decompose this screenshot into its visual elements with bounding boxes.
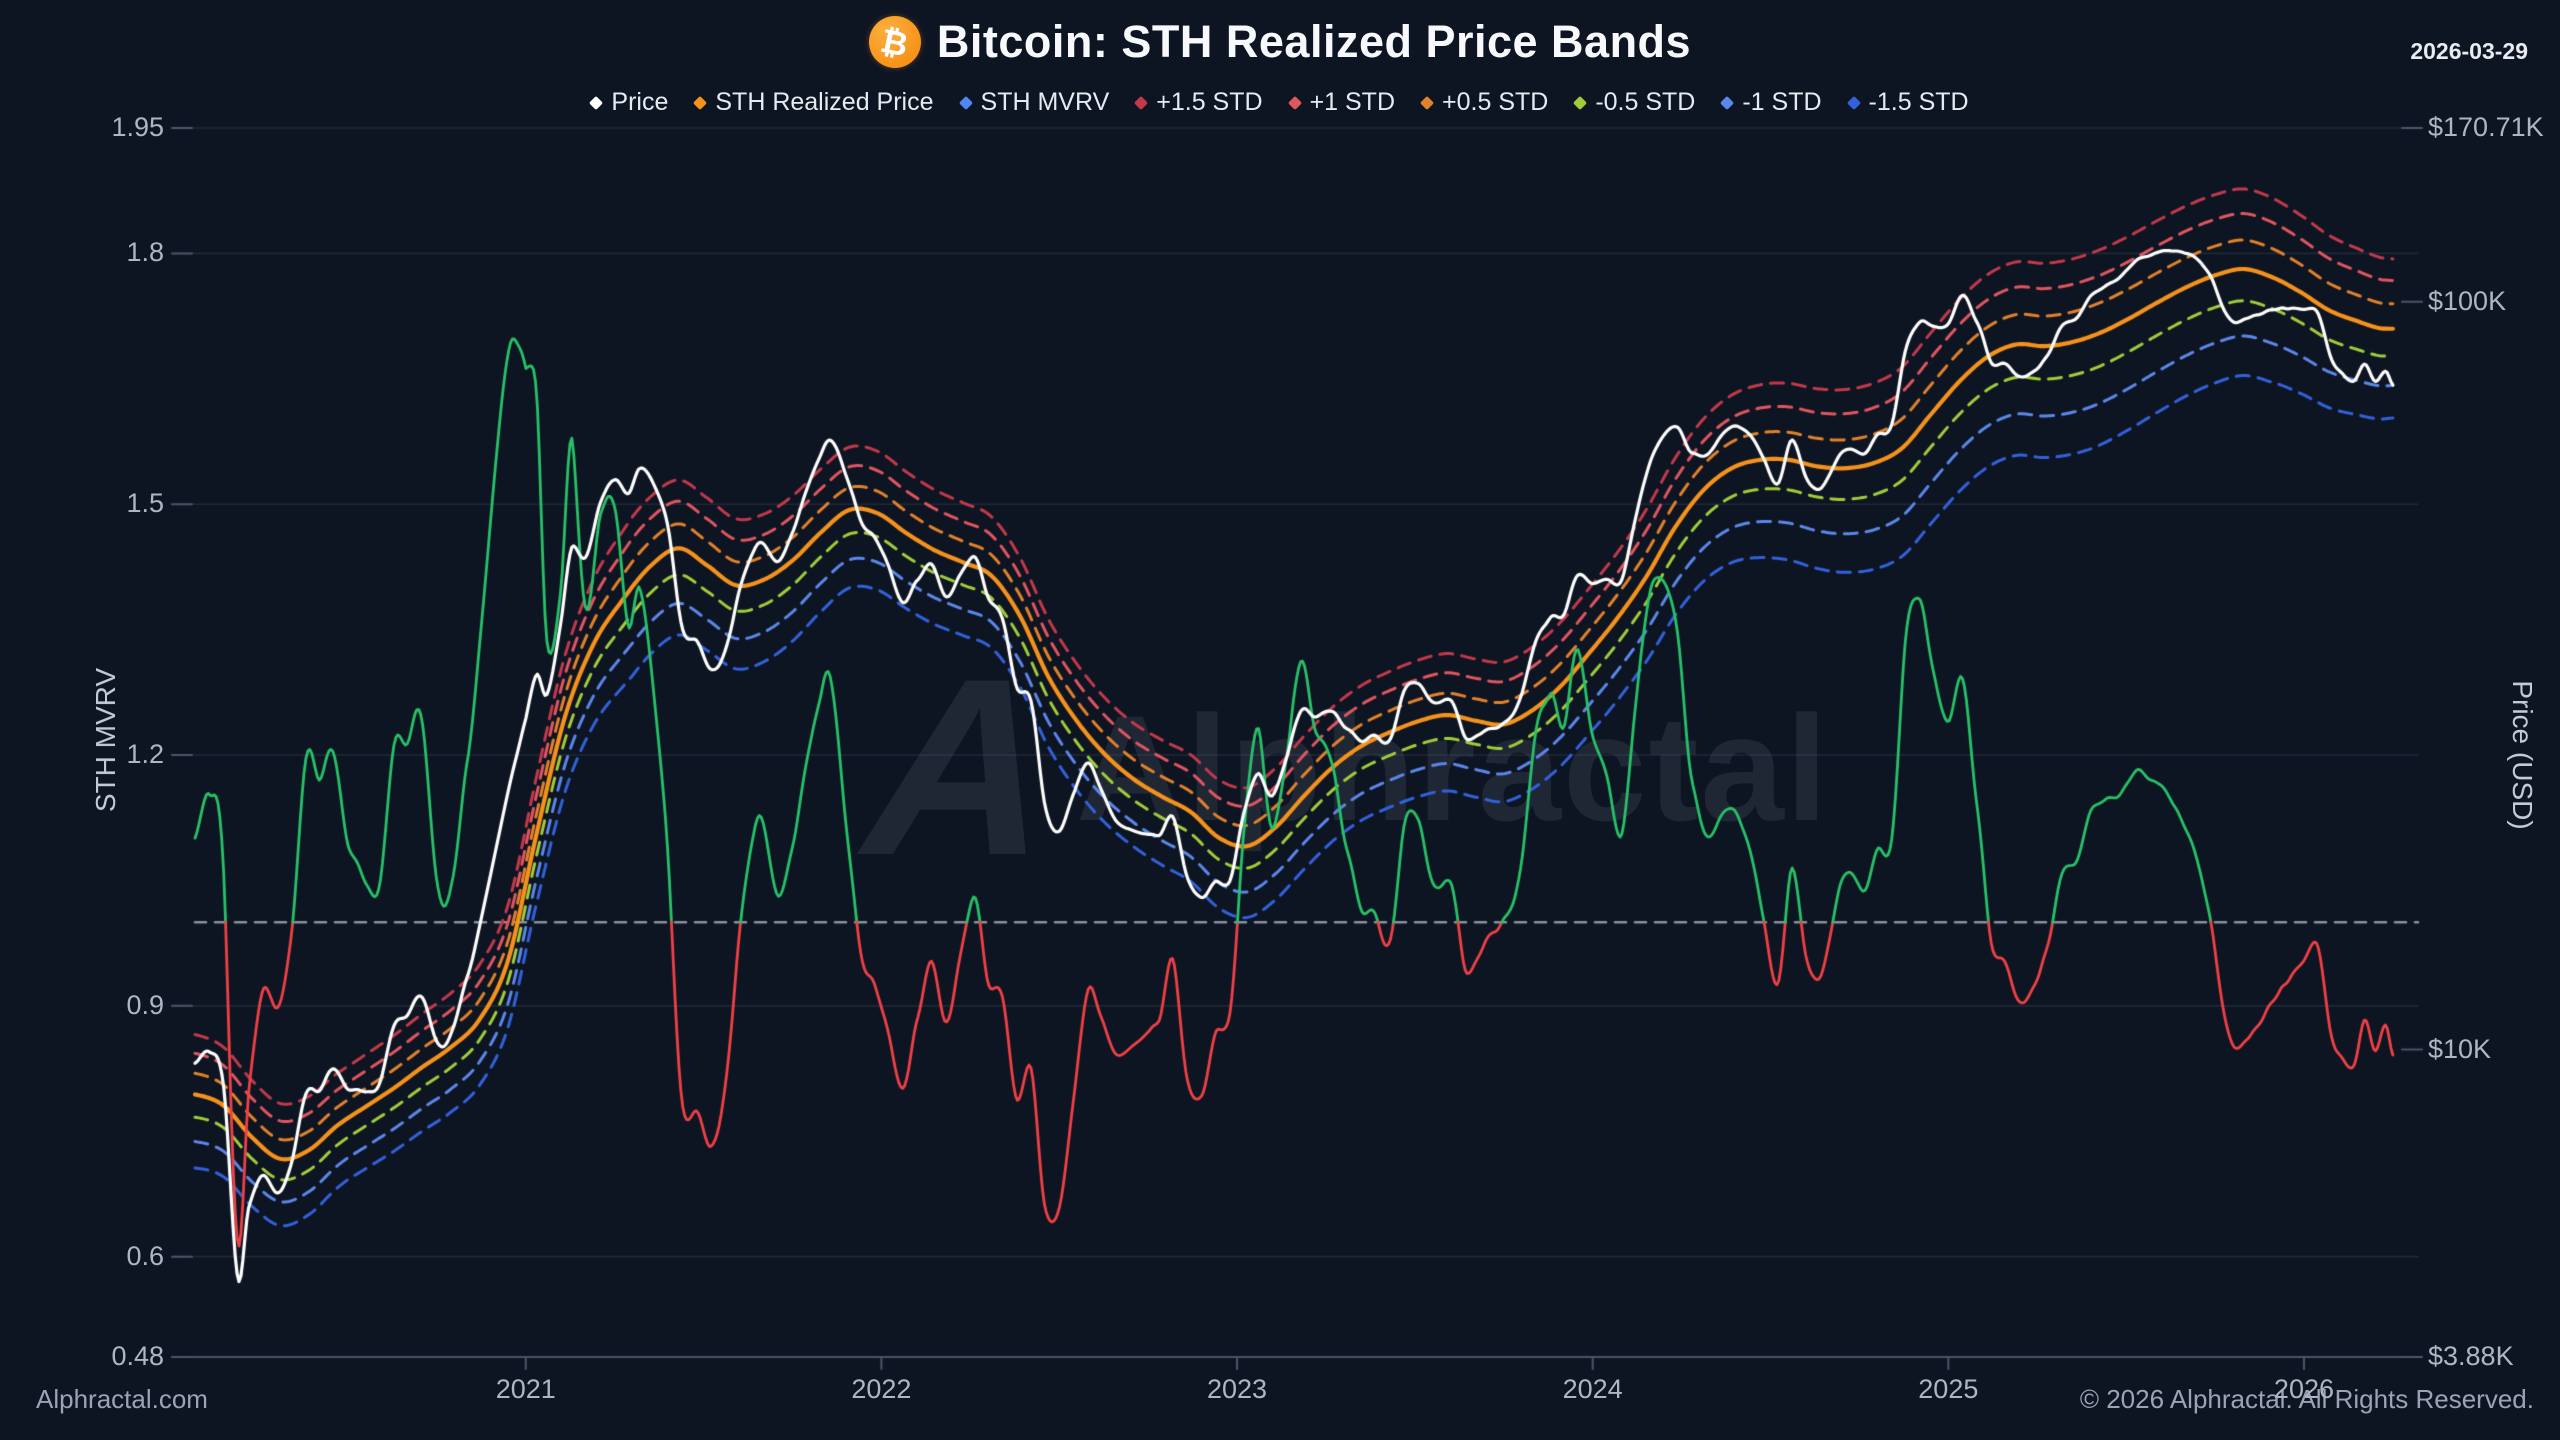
- chart-header: ₿ Bitcoin: STH Realized Price Bands: [0, 16, 2560, 68]
- legend-label: -0.5 STD: [1595, 88, 1696, 116]
- legend-item-price[interactable]: Price: [589, 88, 669, 117]
- legend-item-+1.5-std[interactable]: +1.5 STD: [1134, 88, 1263, 117]
- legend-label: +0.5 STD: [1442, 88, 1549, 116]
- legend-item--1-std[interactable]: -1 STD: [1720, 88, 1822, 117]
- legend-item--1.5-std[interactable]: -1.5 STD: [1846, 88, 1969, 117]
- y-axis-right-title: Price (USD): [2507, 680, 2538, 830]
- legend-label: +1 STD: [1309, 88, 1396, 116]
- legend-marker-icon: [1419, 95, 1435, 110]
- bitcoin-icon: ₿: [868, 16, 921, 68]
- legend-marker-icon: [589, 95, 604, 110]
- legend-marker-icon: [1720, 95, 1735, 110]
- chart-title: Bitcoin: STH Realized Price Bands: [936, 16, 1692, 67]
- y-axis-left-title: STH MVRV: [90, 667, 121, 813]
- legend-marker-icon: [1846, 95, 1861, 110]
- bitcoin-glyph: ₿: [877, 21, 912, 63]
- y-right-tick-10K: $10K: [2428, 1033, 2492, 1064]
- legend-marker-icon: [693, 95, 708, 110]
- alphractal-site-link[interactable]: Alphractal.com: [36, 1384, 208, 1414]
- legend-label: STH Realized Price: [715, 88, 934, 116]
- y-left-tick-1.8: 1.8: [126, 237, 164, 268]
- x-tick-2024: 2024: [1562, 1374, 1623, 1404]
- x-tick-2022: 2022: [851, 1374, 912, 1404]
- legend-item-sth-realized-price[interactable]: STH Realized Price: [693, 88, 934, 117]
- chart-legend: Price STH Realized Price STH MVRV +1.5 STD +…: [0, 88, 2560, 117]
- y-left-tick-1.95: 1.95: [111, 112, 164, 142]
- y-right-tick-3.88K: $3.88K: [2428, 1341, 2514, 1371]
- x-tick-2025: 2025: [1918, 1374, 1979, 1404]
- legend-marker-icon: [958, 95, 973, 110]
- y-right-tick-100K: $100K: [2428, 285, 2507, 316]
- y-left-tick-0.6: 0.6: [126, 1240, 164, 1271]
- x-tick-2021: 2021: [495, 1374, 556, 1404]
- x-tick-2023: 2023: [1206, 1374, 1268, 1404]
- legend-marker-icon: [1287, 95, 1302, 110]
- chart-date-label: 2026-03-29: [2410, 38, 2528, 64]
- legend-marker-icon: [1134, 95, 1149, 110]
- legend-label: +1.5 STD: [1156, 88, 1263, 116]
- legend-item--0.5-std[interactable]: -0.5 STD: [1573, 88, 1696, 117]
- x-tick-2026: 2026: [2273, 1374, 2335, 1404]
- copyright-text: © 2026 Alphractal. All Rights Reserved.: [2079, 1384, 2534, 1414]
- legend-item-+0.5-std[interactable]: +0.5 STD: [1419, 88, 1549, 117]
- y-left-tick-1.2: 1.2: [126, 739, 164, 770]
- y-right-tick-170.71K: $170.71K: [2428, 112, 2544, 142]
- y-left-tick-0.9: 0.9: [126, 989, 164, 1020]
- legend-label: STH MVRV: [980, 88, 1110, 116]
- legend-label: -1 STD: [1742, 88, 1822, 116]
- legend-label: -1.5 STD: [1868, 88, 1969, 116]
- legend-label: Price: [611, 88, 669, 116]
- y-left-tick-0.48: 0.48: [111, 1341, 164, 1371]
- y-left-tick-1.5: 1.5: [126, 488, 164, 519]
- legend-item-sth-mvrv[interactable]: STH MVRV: [958, 88, 1110, 117]
- legend-marker-icon: [1573, 95, 1588, 110]
- legend-item-+1-std[interactable]: +1 STD: [1287, 88, 1396, 117]
